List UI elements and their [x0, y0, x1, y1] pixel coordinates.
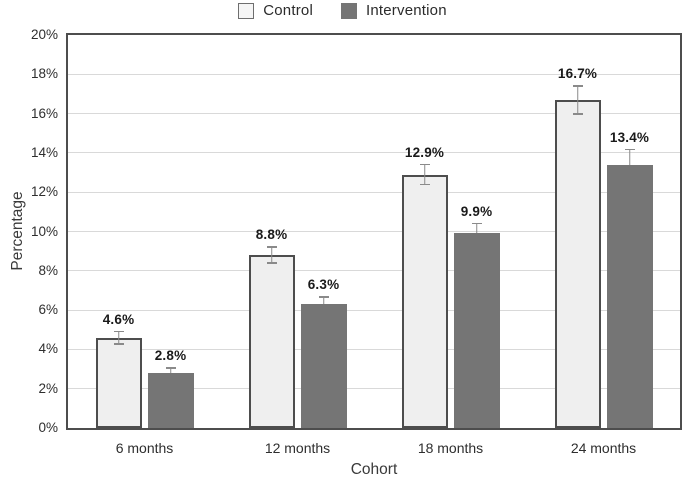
x-tick-label: 6 months	[115, 440, 174, 456]
x-tick-label: 24 months	[570, 440, 637, 456]
bar-intervention	[147, 372, 194, 428]
gridline	[68, 152, 680, 154]
error-bar-cap-top	[419, 163, 430, 166]
error-bar-stem	[475, 222, 478, 234]
gridline	[68, 309, 680, 311]
error-bar-cap-top	[471, 222, 482, 225]
bar-intervention	[453, 233, 500, 428]
y-tick-label: 4%	[38, 341, 58, 357]
y-tick-label: 16%	[30, 105, 58, 121]
bar-control	[401, 174, 448, 428]
error-bar-cap-top	[266, 246, 277, 248]
error-bar	[624, 148, 635, 165]
error-bar-cap-top	[624, 148, 635, 151]
error-bar	[471, 222, 482, 234]
gridline	[68, 113, 680, 115]
error-bar-stem	[322, 296, 325, 305]
y-tick-label: 18%	[30, 66, 58, 82]
error-bar-stem	[423, 163, 426, 186]
error-bar-stem	[117, 330, 120, 345]
bar-intervention	[300, 304, 347, 428]
error-bar-stem	[576, 85, 579, 115]
error-bar-cap-bottom	[572, 113, 583, 115]
gridline	[68, 388, 680, 390]
value-label: 6.3%	[307, 277, 340, 293]
y-tick-label: 14%	[30, 144, 58, 160]
gridline	[68, 231, 680, 232]
y-tick-label: 6%	[38, 302, 58, 318]
gridline	[68, 191, 680, 193]
bar-intervention	[606, 164, 653, 428]
error-bar	[113, 330, 124, 345]
error-bar	[165, 367, 176, 373]
legend-item-control: Control	[238, 2, 313, 19]
value-label: 13.4%	[609, 129, 650, 145]
error-bar-stem	[169, 367, 172, 373]
gridline	[68, 348, 680, 350]
error-bar-cap-bottom	[113, 343, 124, 345]
error-bar-cap-top	[165, 367, 176, 369]
error-bar	[318, 296, 329, 305]
legend-swatch-intervention	[340, 2, 357, 19]
y-tick-label: 0%	[38, 420, 58, 435]
x-tick-label: 18 months	[417, 440, 484, 456]
value-label: 8.8%	[255, 227, 288, 243]
error-bar-stem	[628, 148, 631, 165]
bar-control	[95, 337, 142, 428]
y-tick-label: 12%	[30, 184, 58, 200]
error-bar-cap-top	[572, 85, 583, 87]
error-bar	[266, 246, 277, 264]
error-bar	[572, 85, 583, 115]
error-bar	[419, 163, 430, 186]
legend-label: Control	[263, 2, 313, 19]
legend-label: Intervention	[365, 2, 447, 19]
error-bar-cap-top	[113, 330, 124, 333]
legend-swatch-control	[238, 2, 255, 19]
plot-area: 4.6% 2.8% 8.8% 6.3% 12.9% 9.9% 16.7% 13.4%	[66, 33, 682, 430]
y-tick-label: 2%	[38, 380, 58, 396]
value-label: 9.9%	[460, 203, 493, 219]
y-tick-label: 20%	[30, 27, 58, 42]
error-bar-cap-bottom	[266, 262, 277, 264]
y-tick-label: 10%	[30, 223, 58, 239]
value-label: 2.8%	[154, 348, 187, 364]
gridline	[68, 73, 680, 75]
error-bar-cap-bottom	[419, 183, 430, 186]
error-bar-cap-top	[318, 296, 329, 298]
x-tick-label: 12 months	[264, 440, 331, 456]
value-label: 4.6%	[102, 311, 135, 327]
y-tick-label: 8%	[38, 262, 58, 278]
bar-control	[554, 99, 601, 428]
value-label: 12.9%	[404, 144, 445, 160]
gridline	[68, 270, 680, 272]
error-bar-stem	[270, 246, 273, 264]
legend-item-intervention: Intervention	[340, 2, 447, 19]
value-label: 16.7%	[557, 66, 598, 82]
legend: Control Intervention	[0, 2, 685, 19]
x-axis-title: Cohort	[350, 461, 398, 478]
